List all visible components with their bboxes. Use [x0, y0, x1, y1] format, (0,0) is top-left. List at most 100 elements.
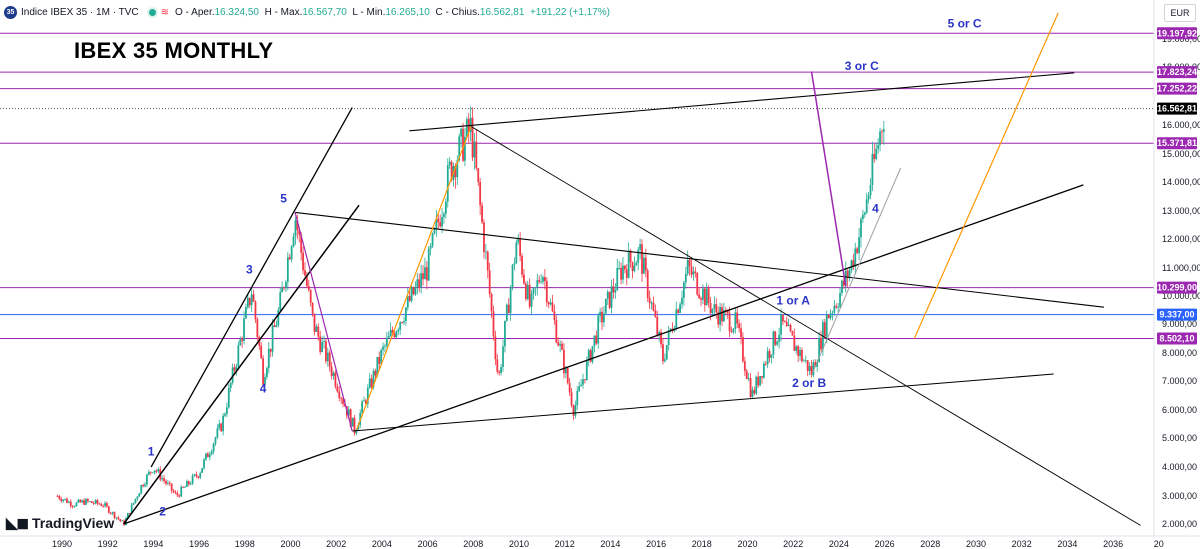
candle-body [142, 485, 145, 487]
price-badge-label: 15.371,81 [1157, 138, 1197, 148]
candle-body [397, 329, 400, 332]
candle-body [151, 472, 154, 474]
candle-body [378, 357, 381, 364]
candle-body [743, 361, 746, 371]
candle-body [850, 260, 853, 271]
candle-body [818, 337, 820, 363]
triangle-upper-trendline [409, 72, 1075, 132]
candle-body [422, 273, 424, 280]
candle-body [464, 136, 466, 161]
candle-body [854, 248, 857, 267]
candle-body [662, 344, 664, 362]
candle-body [700, 298, 702, 300]
x-tick-label: 2022 [783, 539, 803, 549]
tradingview-logo[interactable]: ◣◼ TradingView [6, 514, 114, 532]
candle-body [435, 218, 438, 229]
x-tick-label: 1994 [143, 539, 163, 549]
candle-body [785, 321, 788, 327]
candle-body [471, 117, 474, 158]
candle-body [465, 119, 468, 137]
candle-body [585, 360, 588, 380]
candle-body [683, 282, 685, 298]
candle-body [829, 313, 832, 319]
candle-body [117, 517, 120, 520]
y-tick-label: 2.000,00 [1162, 519, 1197, 529]
wave-label: 1 [148, 444, 155, 458]
candle-body [433, 228, 436, 234]
candle-body [709, 302, 712, 314]
candle-body [755, 376, 758, 394]
candle-body [703, 288, 706, 306]
y-tick-label: 16.000,00 [1162, 120, 1200, 130]
candle-body [749, 378, 752, 397]
candle-body [203, 459, 205, 469]
candle-body [696, 273, 699, 295]
candle-body [667, 330, 670, 346]
candle-body [686, 259, 689, 274]
candle-body [761, 376, 763, 378]
candle-body [387, 335, 390, 339]
candle-body [574, 405, 577, 416]
candle-body [106, 503, 108, 507]
candle-body [269, 348, 272, 352]
candle-body [370, 378, 373, 388]
candle-body [612, 286, 615, 293]
candle-body [431, 233, 434, 246]
candle-body [547, 302, 550, 305]
candle-body [67, 501, 70, 503]
price-axis[interactable]: 2.000,00 3.000,00 4.000,00 5.000,00 6.000,00… [1157, 27, 1200, 529]
candle-body [290, 246, 293, 260]
candle-body [823, 322, 826, 337]
candle-body [580, 384, 582, 387]
candle-body [757, 376, 760, 386]
time-axis[interactable]: 1990 1992 1994 1996 1998 2000 2002 2004 2006 2008… [52, 539, 1164, 549]
candle-body [511, 264, 514, 288]
candle-body [479, 182, 482, 206]
candle-body [165, 480, 167, 484]
candle-body [146, 474, 148, 485]
indicator-wave-icon[interactable]: ≋ [160, 6, 170, 18]
candle-body [490, 294, 493, 312]
candle-body [629, 250, 632, 263]
candle-body [260, 345, 263, 359]
close-label: C - Chius. [435, 6, 480, 18]
symbol-title[interactable]: Indice IBEX 35 · 1M · TVC [21, 6, 139, 18]
candle-body [307, 285, 310, 291]
candle-body [787, 324, 790, 327]
candle-body [224, 413, 226, 416]
candle-body [747, 378, 750, 379]
x-tick-label: 2000 [280, 539, 300, 549]
candle-body [458, 136, 461, 161]
candle-body [648, 297, 651, 304]
candle-body [730, 331, 733, 333]
candle-body [713, 304, 716, 310]
price-badge-label: 16.562,81 [1157, 104, 1197, 114]
candle-body [416, 279, 419, 287]
candle-body [597, 315, 600, 344]
candle-body [610, 286, 613, 308]
symbol-legend[interactable]: 35 Indice IBEX 35 · 1M · TVC ≋ O - Aper.… [4, 4, 610, 20]
y-tick-label: 10.000,00 [1162, 291, 1200, 301]
candle-body [751, 389, 754, 397]
candle-body [606, 291, 609, 299]
candle-body [475, 141, 478, 169]
candle-body [637, 249, 640, 263]
price-badge-label: 17.823,24 [1157, 67, 1197, 77]
candle-body [530, 293, 533, 307]
candle-body [210, 451, 213, 455]
candle-body [300, 234, 303, 253]
price-badge-label: 17.252,22 [1157, 84, 1197, 94]
candle-series [56, 106, 885, 527]
candle-body [595, 335, 598, 344]
candle-body [665, 345, 668, 360]
currency-selector[interactable]: EUR [1164, 4, 1196, 22]
candle-body [414, 286, 417, 295]
candle-body [614, 290, 617, 293]
candle-body [589, 350, 592, 362]
candle-body [532, 288, 535, 294]
candle-body [593, 335, 596, 347]
wave-label: 5 [280, 191, 287, 205]
candle-body [450, 161, 453, 180]
candle-body [622, 265, 624, 280]
